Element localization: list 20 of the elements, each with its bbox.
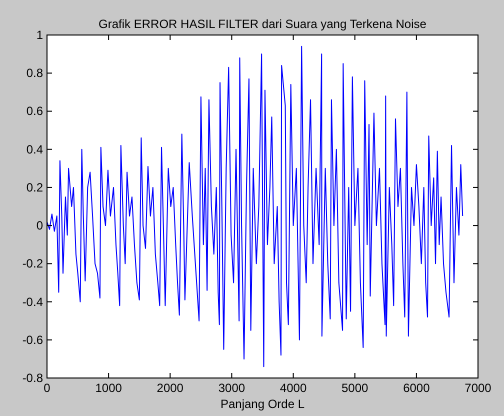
x-tick-label: 1000 (95, 381, 122, 395)
y-tick-label: 0.6 (26, 104, 44, 118)
y-tick-label: -0.8 (22, 371, 44, 385)
x-tick-label: 6000 (403, 381, 430, 395)
y-tick-label: 0.8 (26, 66, 44, 80)
x-tick-label: 7000 (464, 381, 492, 395)
x-tick-label: 2000 (156, 381, 184, 395)
x-tick-label: 5000 (342, 381, 369, 395)
y-tick-label: 1 (36, 28, 44, 42)
x-axis-title: Panjang Orde L (220, 397, 305, 411)
y-tick-label: -0.6 (22, 332, 44, 347)
y-tick-label: -0.2 (22, 256, 44, 271)
line-series (47, 46, 464, 368)
x-tick-label: 4000 (280, 381, 307, 395)
x-tick-label: 3000 (218, 381, 246, 395)
chart-title: Grafik ERROR HASIL FILTER dari Suara yang Terkena Noise (98, 17, 427, 31)
y-tick-label: 0.4 (26, 142, 44, 156)
y-tick-label: 0 (36, 218, 44, 233)
y-tick-label: -0.4 (22, 294, 44, 309)
y-tick-label: 0.2 (26, 180, 44, 194)
